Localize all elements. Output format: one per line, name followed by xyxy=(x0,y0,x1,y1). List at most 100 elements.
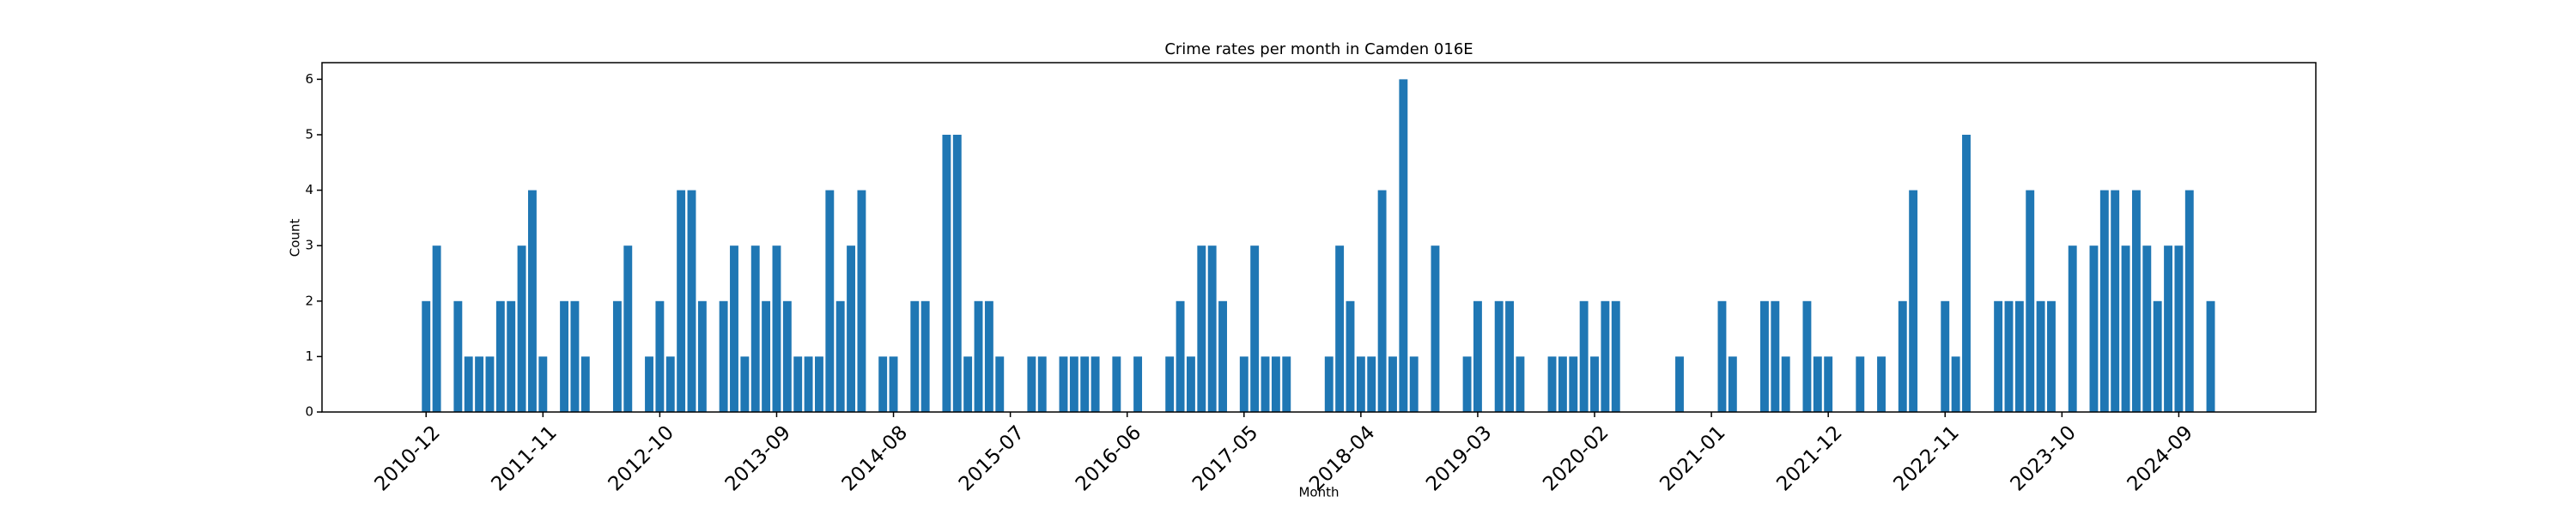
bar xyxy=(1250,245,1260,412)
bar xyxy=(1462,356,1472,412)
bar xyxy=(453,300,463,412)
bar xyxy=(1037,356,1047,412)
bar xyxy=(1824,356,1833,412)
bar xyxy=(1165,356,1175,412)
x-tick-label: 2010-12 xyxy=(370,421,444,495)
bar xyxy=(527,190,537,413)
bar xyxy=(1186,356,1195,412)
x-tick-label: 2012-10 xyxy=(605,421,678,495)
bar xyxy=(762,300,771,412)
bar xyxy=(920,300,930,412)
x-tick-label: 2019-03 xyxy=(1422,421,1496,495)
bar xyxy=(697,300,707,412)
bar xyxy=(580,356,590,412)
bar xyxy=(1356,356,1365,412)
bar xyxy=(1579,300,1589,412)
bar xyxy=(1611,300,1620,412)
bar xyxy=(1760,300,1769,412)
x-tick-label: 2015-07 xyxy=(955,421,1029,495)
bar xyxy=(2142,245,2152,412)
x-tick-label: 2020-02 xyxy=(1539,421,1613,495)
x-tick-label: 2016-06 xyxy=(1072,421,1145,495)
bar xyxy=(2099,190,2109,413)
bar xyxy=(1069,356,1078,412)
bar xyxy=(495,300,505,412)
bar xyxy=(623,245,633,412)
bar xyxy=(687,190,696,413)
bar xyxy=(560,300,569,412)
bar xyxy=(782,300,792,412)
bar xyxy=(2164,245,2172,412)
bar xyxy=(878,356,888,412)
bar xyxy=(1207,245,1217,412)
x-tick-label: 2017-05 xyxy=(1188,421,1262,495)
bar xyxy=(1176,300,1185,412)
bar xyxy=(2004,300,2014,412)
bar xyxy=(1473,300,1482,412)
bar xyxy=(1133,356,1143,412)
bar xyxy=(1590,356,1599,412)
bar xyxy=(1547,356,1557,412)
bar xyxy=(1569,356,1578,412)
bar xyxy=(857,190,866,413)
bar xyxy=(1388,356,1397,412)
bar xyxy=(570,300,580,412)
bar xyxy=(1941,300,1950,412)
bar xyxy=(1558,356,1567,412)
bar xyxy=(1494,300,1504,412)
bar xyxy=(984,300,993,412)
bar xyxy=(1431,245,1440,412)
bar xyxy=(1409,356,1419,412)
bar xyxy=(825,190,835,413)
bar xyxy=(485,356,495,412)
bar xyxy=(1717,300,1727,412)
bar xyxy=(655,300,665,412)
bar xyxy=(1802,300,1812,412)
bar xyxy=(1856,356,1865,412)
bar xyxy=(464,356,473,412)
bar xyxy=(1059,356,1068,412)
bar xyxy=(2174,245,2184,412)
y-tick-label: 2 xyxy=(305,293,313,308)
x-tick-label: 2013-09 xyxy=(721,421,795,495)
x-tick-label: 2018-04 xyxy=(1305,421,1379,495)
bar xyxy=(538,356,548,412)
bar xyxy=(730,245,738,412)
bar xyxy=(835,300,845,412)
bar xyxy=(1027,356,1036,412)
bar xyxy=(2206,300,2215,412)
bar xyxy=(910,300,920,412)
bar xyxy=(804,356,813,412)
x-tick-label: 2021-01 xyxy=(1656,421,1729,495)
x-tick-label: 2011-11 xyxy=(488,421,562,495)
bar xyxy=(1324,356,1334,412)
x-tick-label: 2023-10 xyxy=(2007,421,2081,495)
bar xyxy=(2153,300,2162,412)
bar xyxy=(1898,300,1907,412)
chart-title: Crime rates per month in Camden 016E xyxy=(1164,40,1473,58)
bar xyxy=(1675,356,1684,412)
plot-frame xyxy=(321,62,2317,413)
bar xyxy=(793,356,803,412)
bar xyxy=(1728,356,1737,412)
bar xyxy=(1951,356,1960,412)
bar xyxy=(507,300,516,412)
bar xyxy=(2184,190,2194,413)
bar xyxy=(847,245,856,412)
y-tick-label: 6 xyxy=(305,71,313,87)
bar xyxy=(1813,356,1822,412)
bar xyxy=(2014,300,2024,412)
bar xyxy=(2047,300,2056,412)
bar xyxy=(475,356,484,412)
bar xyxy=(665,356,675,412)
bar xyxy=(2036,300,2045,412)
y-tick-label: 0 xyxy=(305,404,313,420)
bar xyxy=(677,190,686,413)
bar xyxy=(1877,356,1886,412)
y-tick-label: 3 xyxy=(305,238,313,253)
bar xyxy=(2068,245,2077,412)
bar xyxy=(1367,356,1376,412)
bar xyxy=(1080,356,1090,412)
y-tick-label: 1 xyxy=(305,348,313,364)
